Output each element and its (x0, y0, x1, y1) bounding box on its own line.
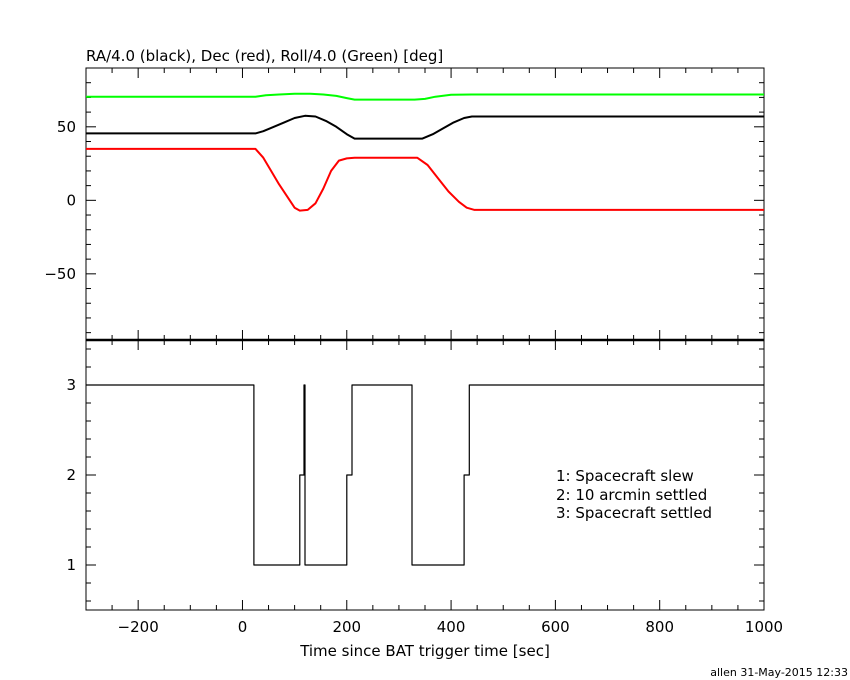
top-panel-ticks: −50 0 50 (44, 67, 765, 340)
series-line-ra-4-0 (86, 114, 764, 140)
y-tick-label: 3 (66, 376, 76, 394)
x-tick-label: −200 (118, 618, 159, 636)
series-line-roll-4-0 (86, 92, 764, 101)
y-tick-label: 2 (66, 466, 76, 484)
footer-stamp: allen 31-May-2015 12:33 (710, 666, 848, 679)
x-tick-label: 1000 (745, 618, 783, 636)
x-axis-label: Time since BAT trigger time [sec] (299, 642, 550, 660)
series-line-dec (86, 147, 764, 212)
bottom-panel-series (86, 384, 764, 566)
y-tick-label: 50 (57, 118, 76, 136)
top-panel-frame (85, 67, 765, 341)
x-tick-label: 400 (437, 618, 466, 636)
x-tick-label: 600 (541, 618, 570, 636)
top-panel-series (86, 92, 764, 212)
status-legend: 1: Spacecraft slew 2: 10 arcmin settled … (556, 467, 712, 522)
y-tick-label: 0 (66, 191, 76, 209)
top-panel-title: RA/4.0 (black), Dec (red), Roll/4.0 (Gre… (86, 47, 443, 65)
y-tick-label: −50 (44, 265, 76, 283)
y-tick-label: 1 (66, 556, 76, 574)
x-tick-label: 0 (238, 618, 248, 636)
legend-entry: 2: 10 arcmin settled (556, 486, 707, 504)
legend-entry: 1: Spacecraft slew (556, 467, 694, 485)
x-tick-label: 800 (645, 618, 674, 636)
series-line-status (86, 384, 764, 566)
bottom-panel-ticks: −200 0 200 400 600 800 1000 1 2 3 (66, 340, 783, 636)
legend-entry: 3: Spacecraft settled (556, 504, 712, 522)
x-tick-label: 200 (332, 618, 361, 636)
